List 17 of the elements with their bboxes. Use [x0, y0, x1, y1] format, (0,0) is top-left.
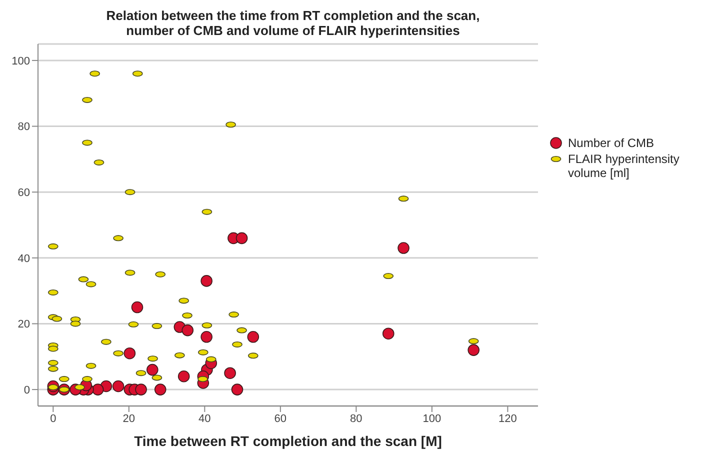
x-tick-label: 40	[198, 412, 211, 425]
x-tick-label: 20	[122, 412, 136, 425]
legend-label: FLAIR hyperintensity volume [ml]	[568, 152, 680, 180]
y-tick-label: 100	[12, 55, 30, 68]
y-tick-label: 80	[18, 121, 30, 134]
chart-title: Relation between the time from RT completion and the scan, number of CMB and volume of FLAIR hyperintensities	[105, 8, 481, 38]
x-axis-title: Time between RT completion and the scan [M]	[134, 433, 442, 449]
x-tick-label: 120	[498, 412, 517, 425]
x-tick-label: 100	[422, 412, 442, 425]
x-tick-label: 0	[50, 412, 56, 425]
y-tick-label: 40	[18, 252, 30, 265]
x-tick-label: 80	[350, 412, 362, 425]
legend-label: Number of CMB	[568, 136, 654, 150]
y-tick-label: 60	[18, 186, 30, 199]
y-tick-label: 0	[24, 384, 30, 396]
x-tick-label: 60	[274, 412, 287, 425]
y-tick-label: 20	[18, 318, 30, 331]
